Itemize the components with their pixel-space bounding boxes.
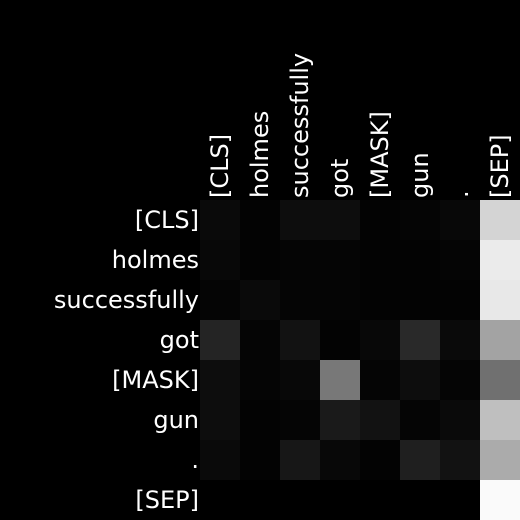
heatmap-cell-5-5 <box>400 400 440 440</box>
heatmap-cell-3-0 <box>200 320 240 360</box>
heatmap-cell-2-5 <box>400 280 440 320</box>
heatmap-cell-5-7 <box>480 400 520 440</box>
heatmap-cell-6-0 <box>200 440 240 480</box>
heatmap-cell-1-3 <box>320 240 360 280</box>
heatmap-cell-5-3 <box>320 400 360 440</box>
y-axis-label-4: [MASK] <box>112 366 199 394</box>
heatmap-cell-3-3 <box>320 320 360 360</box>
heatmap-cell-4-4 <box>360 360 400 400</box>
x-axis-label-4: [MASK] <box>366 111 394 198</box>
heatmap-cell-2-0 <box>200 280 240 320</box>
heatmap-cell-6-4 <box>360 440 400 480</box>
y-axis-label-7: [SEP] <box>135 486 199 514</box>
heatmap-cell-4-6 <box>440 360 480 400</box>
heatmap-cell-0-1 <box>240 200 280 240</box>
heatmap-cell-3-2 <box>280 320 320 360</box>
x-axis-label-5: gun <box>406 152 434 198</box>
heatmap-cell-5-4 <box>360 400 400 440</box>
heatmap-cell-5-2 <box>280 400 320 440</box>
y-axis-label-5: gun <box>153 406 199 434</box>
heatmap-cell-7-7 <box>480 480 520 520</box>
heatmap-cell-2-7 <box>480 280 520 320</box>
heatmap-cell-6-5 <box>400 440 440 480</box>
heatmap-cell-4-7 <box>480 360 520 400</box>
heatmap-cell-1-4 <box>360 240 400 280</box>
heatmap-cell-6-1 <box>240 440 280 480</box>
heatmap-cell-1-2 <box>280 240 320 280</box>
y-axis-label-6: . <box>191 446 199 474</box>
heatmap-cell-7-0 <box>200 480 240 520</box>
heatmap-cell-2-1 <box>240 280 280 320</box>
x-axis-label-0: [CLS] <box>206 134 234 198</box>
heatmap-cell-2-6 <box>440 280 480 320</box>
heatmap-cell-0-3 <box>320 200 360 240</box>
y-axis-label-2: successfully <box>54 286 199 314</box>
heatmap-cell-5-6 <box>440 400 480 440</box>
heatmap-cell-6-6 <box>440 440 480 480</box>
heatmap-cell-0-6 <box>440 200 480 240</box>
heatmap-cell-2-2 <box>280 280 320 320</box>
heatmap-cell-3-6 <box>440 320 480 360</box>
heatmap-cell-7-3 <box>320 480 360 520</box>
y-axis-token-labels: [CLS] holmes successfully got [MASK] gun. [SEP… <box>54 206 199 514</box>
heatmap-cell-3-5 <box>400 320 440 360</box>
heatmap-cell-7-4 <box>360 480 400 520</box>
heatmap-cell-0-2 <box>280 200 320 240</box>
y-axis-label-0: [CLS] <box>135 206 199 234</box>
x-axis-label-7: [SEP] <box>486 134 514 198</box>
y-axis-label-1: holmes <box>112 246 199 274</box>
x-axis-label-6: . <box>446 190 474 198</box>
heatmap-cell-1-5 <box>400 240 440 280</box>
heatmap-cell-0-0 <box>200 200 240 240</box>
heatmap-cell-4-3 <box>320 360 360 400</box>
heatmap-cell-7-6 <box>440 480 480 520</box>
x-axis-label-1: holmes <box>246 111 274 198</box>
heatmap-cell-1-0 <box>200 240 240 280</box>
x-axis-label-3: got <box>326 159 354 198</box>
heatmap-cell-4-2 <box>280 360 320 400</box>
heatmap-cell-5-0 <box>200 400 240 440</box>
heatmap-cell-6-7 <box>480 440 520 480</box>
heatmap-cell-4-1 <box>240 360 280 400</box>
heatmap-cell-3-4 <box>360 320 400 360</box>
heatmap-cell-2-3 <box>320 280 360 320</box>
y-axis-label-3: got <box>160 326 199 354</box>
heatmap-cell-6-3 <box>320 440 360 480</box>
x-axis-token-labels: [CLS] holmes successfully got [MASK] gun. [SEP… <box>206 53 514 198</box>
heatmap-cell-0-4 <box>360 200 400 240</box>
heatmap-cell-7-1 <box>240 480 280 520</box>
heatmap-cell-1-1 <box>240 240 280 280</box>
heatmap-cell-7-5 <box>400 480 440 520</box>
heatmap-cell-3-1 <box>240 320 280 360</box>
x-axis-label-2: successfully <box>286 53 314 198</box>
heatmap-cell-5-1 <box>240 400 280 440</box>
heatmap-cell-4-0 <box>200 360 240 400</box>
heatmap-cells <box>200 200 520 520</box>
heatmap-cell-0-7 <box>480 200 520 240</box>
heatmap-cell-2-4 <box>360 280 400 320</box>
heatmap-cell-7-2 <box>280 480 320 520</box>
heatmap-cell-6-2 <box>280 440 320 480</box>
heatmap-cell-4-5 <box>400 360 440 400</box>
heatmap-cell-0-5 <box>400 200 440 240</box>
heatmap-cell-1-7 <box>480 240 520 280</box>
heatmap-cell-3-7 <box>480 320 520 360</box>
heatmap-cell-1-6 <box>440 240 480 280</box>
